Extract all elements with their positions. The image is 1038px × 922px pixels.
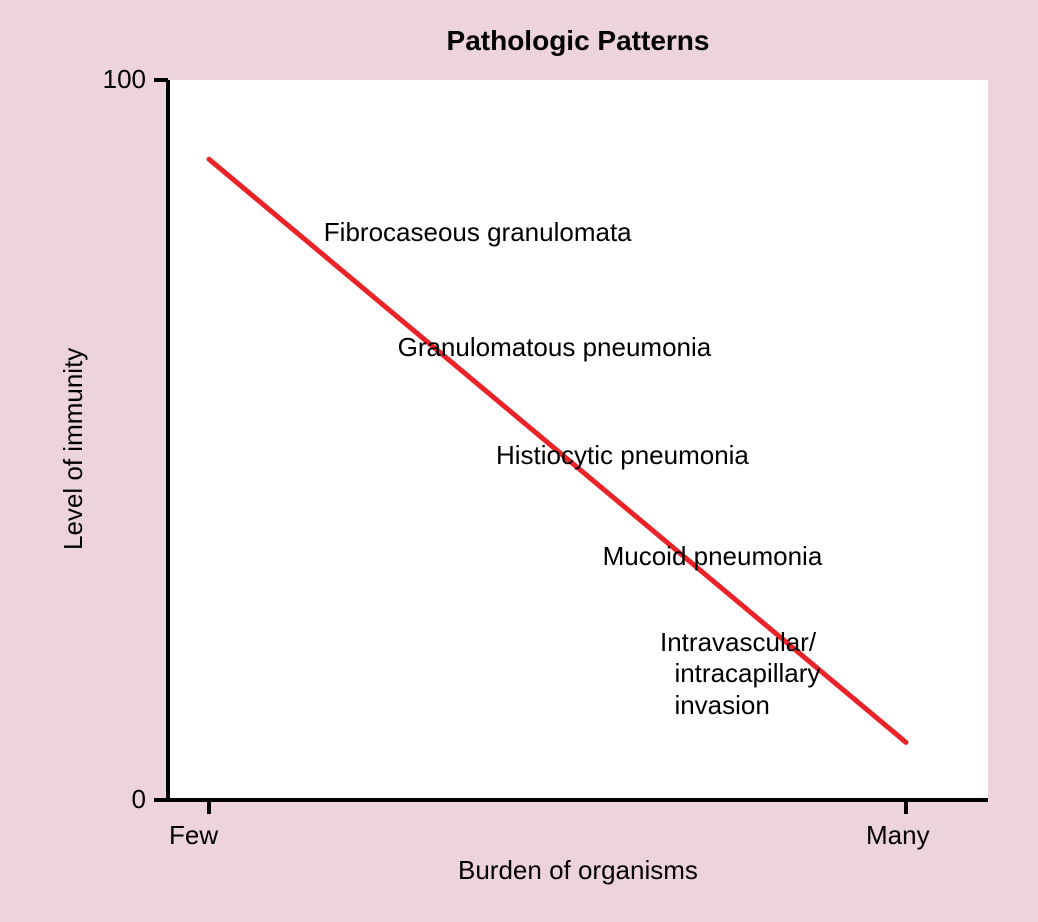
annotation-label: Granulomatous pneumonia	[398, 332, 712, 363]
x-tick-label: Many	[866, 820, 930, 851]
annotation-label: Intravascular/ intracapillary invasion	[660, 627, 820, 721]
chart-container: Pathologic Patterns Level of immunity Bu…	[0, 0, 1038, 922]
annotation-label: Fibrocaseous granulomata	[324, 217, 632, 248]
x-tick-label: Few	[169, 820, 218, 851]
y-axis-label: Level of immunity	[58, 348, 89, 550]
x-axis-label: Burden of organisms	[458, 855, 698, 886]
annotation-label: Mucoid pneumonia	[603, 541, 823, 572]
chart-title: Pathologic Patterns	[168, 25, 988, 57]
y-tick-label: 0	[132, 784, 146, 815]
annotation-label: Histiocytic pneumonia	[496, 440, 749, 471]
y-tick-label: 100	[103, 64, 146, 95]
